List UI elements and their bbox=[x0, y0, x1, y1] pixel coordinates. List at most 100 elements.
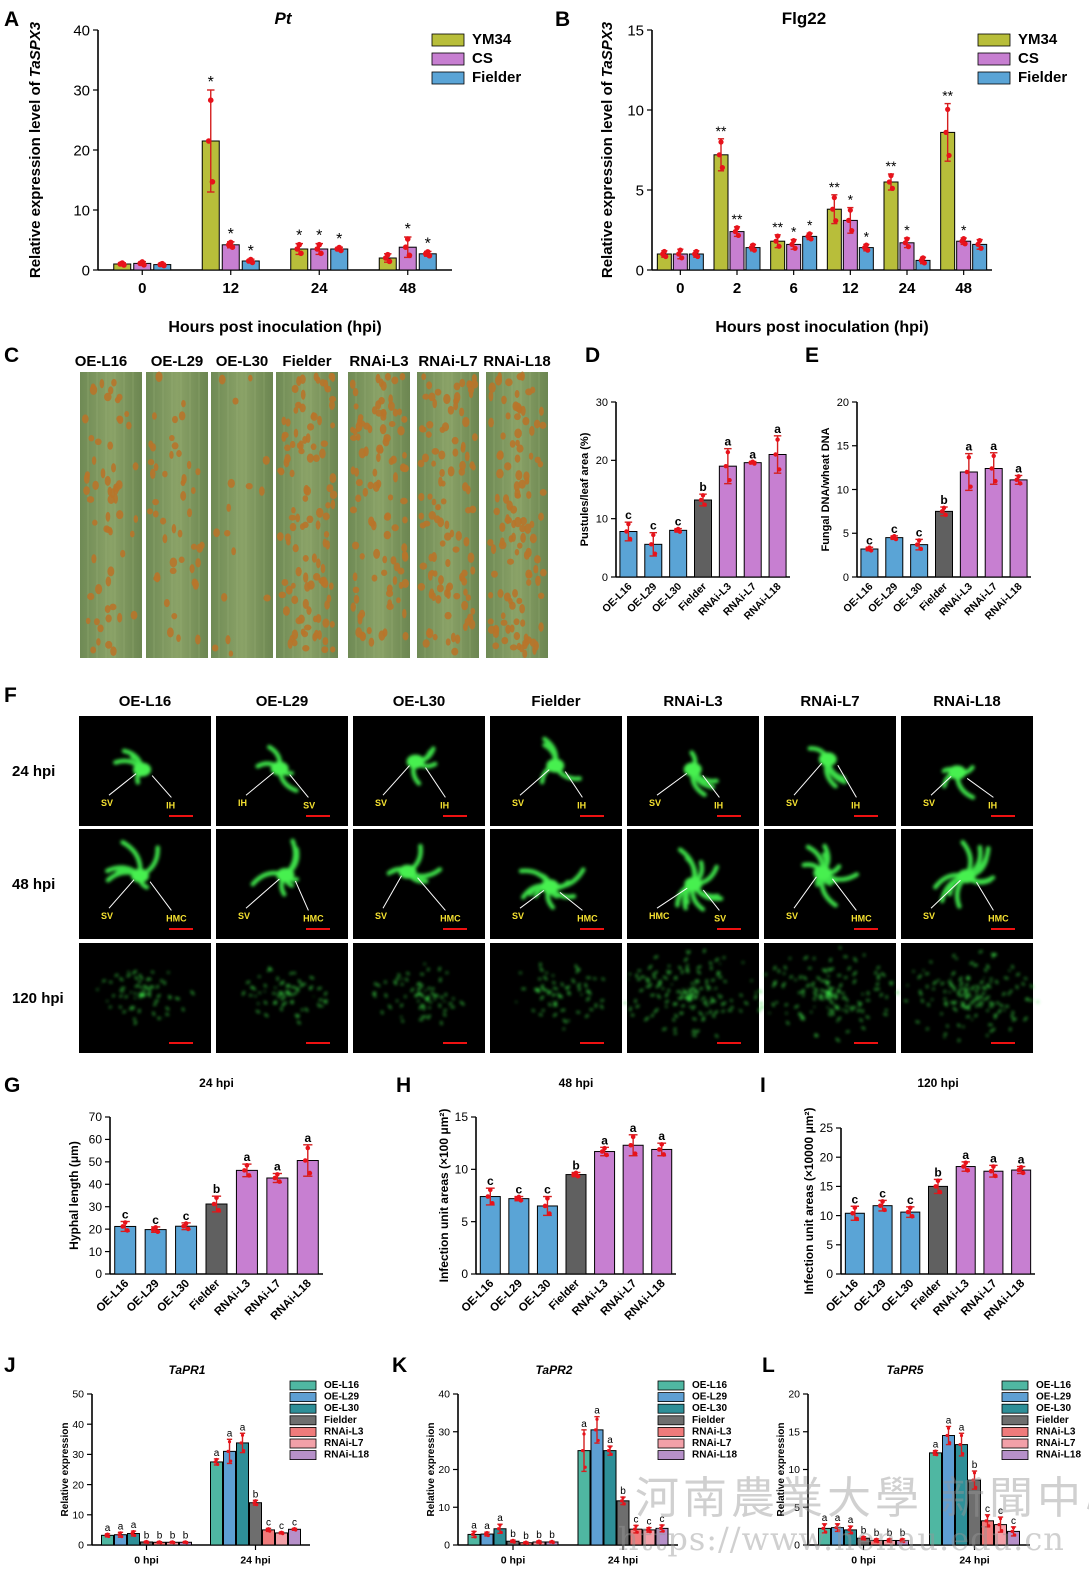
rust-pustule bbox=[396, 597, 401, 604]
data-point bbox=[652, 551, 658, 556]
annotation-label: SV bbox=[923, 911, 935, 921]
leaf-label: Fielder bbox=[282, 353, 331, 370]
data-point bbox=[226, 1449, 230, 1453]
mycelium-strand bbox=[586, 990, 589, 994]
legend-swatch bbox=[657, 1450, 685, 1460]
mycelium-strand bbox=[637, 977, 642, 981]
data-point bbox=[905, 244, 912, 250]
rust-pustule bbox=[310, 443, 317, 451]
mycelium-strand bbox=[976, 995, 981, 1000]
mycelium-strand bbox=[155, 984, 160, 989]
data-point bbox=[133, 1533, 137, 1538]
rust-pustule bbox=[225, 635, 231, 645]
mycelium-strand bbox=[949, 978, 952, 981]
rust-pustule bbox=[326, 484, 334, 493]
annotation-arrow bbox=[930, 879, 961, 909]
mycelium-strand bbox=[427, 967, 430, 972]
annotation-label: SV bbox=[786, 798, 798, 808]
category-label: OE-L30 bbox=[517, 1278, 554, 1315]
mycelium-strand bbox=[567, 990, 571, 996]
data-point bbox=[834, 1526, 838, 1530]
mycelium-strand bbox=[628, 973, 632, 976]
rust-pustule bbox=[533, 419, 541, 429]
panel-letter-g: G bbox=[4, 1074, 20, 1097]
leaf-blade bbox=[80, 372, 142, 658]
rust-pustule bbox=[451, 436, 459, 445]
data-point bbox=[974, 1485, 978, 1489]
rust-pustule bbox=[461, 600, 469, 611]
data-point bbox=[402, 244, 409, 250]
fungal-structure bbox=[623, 948, 765, 1038]
y-tick-label: 5 bbox=[843, 528, 849, 540]
y-tick-label: 0 bbox=[602, 572, 608, 584]
data-point bbox=[104, 1533, 108, 1537]
data-point bbox=[130, 1531, 134, 1536]
data-point bbox=[932, 1451, 936, 1455]
data-point bbox=[835, 1523, 840, 1527]
legend-label: OE-L16 bbox=[324, 1380, 359, 1391]
significance-label: a bbox=[848, 1515, 854, 1526]
rust-pustule bbox=[159, 517, 167, 525]
data-point bbox=[921, 260, 928, 266]
annotation-arrow bbox=[837, 765, 857, 798]
rust-pustule bbox=[454, 634, 461, 644]
legend-swatch bbox=[289, 1438, 317, 1449]
rust-pustule bbox=[529, 533, 537, 544]
annotation-label: IH bbox=[714, 800, 723, 810]
data-point bbox=[296, 241, 303, 248]
mycelium-strand bbox=[836, 988, 842, 994]
rust-pustule bbox=[418, 492, 425, 502]
annotation-label: SV bbox=[786, 911, 798, 921]
vesicle bbox=[276, 867, 295, 882]
rust-pustule bbox=[291, 595, 299, 605]
rust-pustule bbox=[431, 498, 437, 506]
rust-pustule bbox=[133, 515, 139, 523]
significance-label: a bbox=[959, 1422, 965, 1433]
bar bbox=[802, 235, 818, 271]
data-point bbox=[831, 195, 837, 201]
mycelium-strand bbox=[960, 982, 964, 985]
rust-pustule bbox=[402, 631, 409, 641]
significance-label: c bbox=[1011, 1516, 1016, 1527]
rust-pustule bbox=[505, 514, 510, 525]
mycelium-strand bbox=[418, 982, 424, 987]
rust-pustule bbox=[199, 541, 205, 550]
annotation-arrow bbox=[702, 889, 720, 911]
rust-pustule bbox=[538, 512, 544, 521]
rust-pustule bbox=[115, 480, 123, 490]
data-point bbox=[538, 1541, 542, 1545]
data-point bbox=[473, 1535, 477, 1539]
mycelium-strand bbox=[945, 1002, 948, 1007]
mycelium-strand bbox=[653, 955, 659, 959]
mycelium-strand bbox=[552, 993, 555, 997]
rust-pustule bbox=[447, 405, 455, 415]
data-point bbox=[281, 1532, 285, 1536]
rust-pustule bbox=[496, 468, 504, 479]
mycelium-strand bbox=[952, 954, 956, 958]
data-point bbox=[143, 1540, 147, 1544]
y-tick-label: 40 bbox=[73, 22, 90, 39]
mycelium-strand bbox=[277, 995, 282, 998]
bar bbox=[844, 1212, 865, 1275]
mycelium-strand bbox=[694, 1029, 700, 1034]
data-point bbox=[275, 1172, 280, 1177]
mycelium-strand bbox=[400, 978, 403, 981]
watermark-url: https://www.henau.edu.cn bbox=[618, 1520, 1065, 1558]
mycelium-strand bbox=[538, 1013, 543, 1017]
mycelium-strand bbox=[291, 993, 294, 997]
data-point bbox=[1010, 1529, 1014, 1534]
rust-pustule bbox=[228, 650, 234, 657]
mycelium-strand bbox=[140, 992, 143, 996]
mycelium-strand bbox=[970, 985, 975, 991]
annotation-arrow bbox=[519, 889, 545, 909]
mycelium-strand bbox=[877, 987, 880, 991]
leaf-photo bbox=[276, 372, 338, 658]
y-tick-label: 60 bbox=[89, 1133, 103, 1147]
rust-pustule bbox=[245, 482, 253, 490]
rust-pustule bbox=[497, 589, 504, 598]
data-point bbox=[877, 1203, 883, 1208]
mycelium-strand bbox=[678, 965, 682, 970]
mycelium-strand bbox=[601, 977, 605, 981]
mycelium-strand bbox=[308, 987, 312, 991]
